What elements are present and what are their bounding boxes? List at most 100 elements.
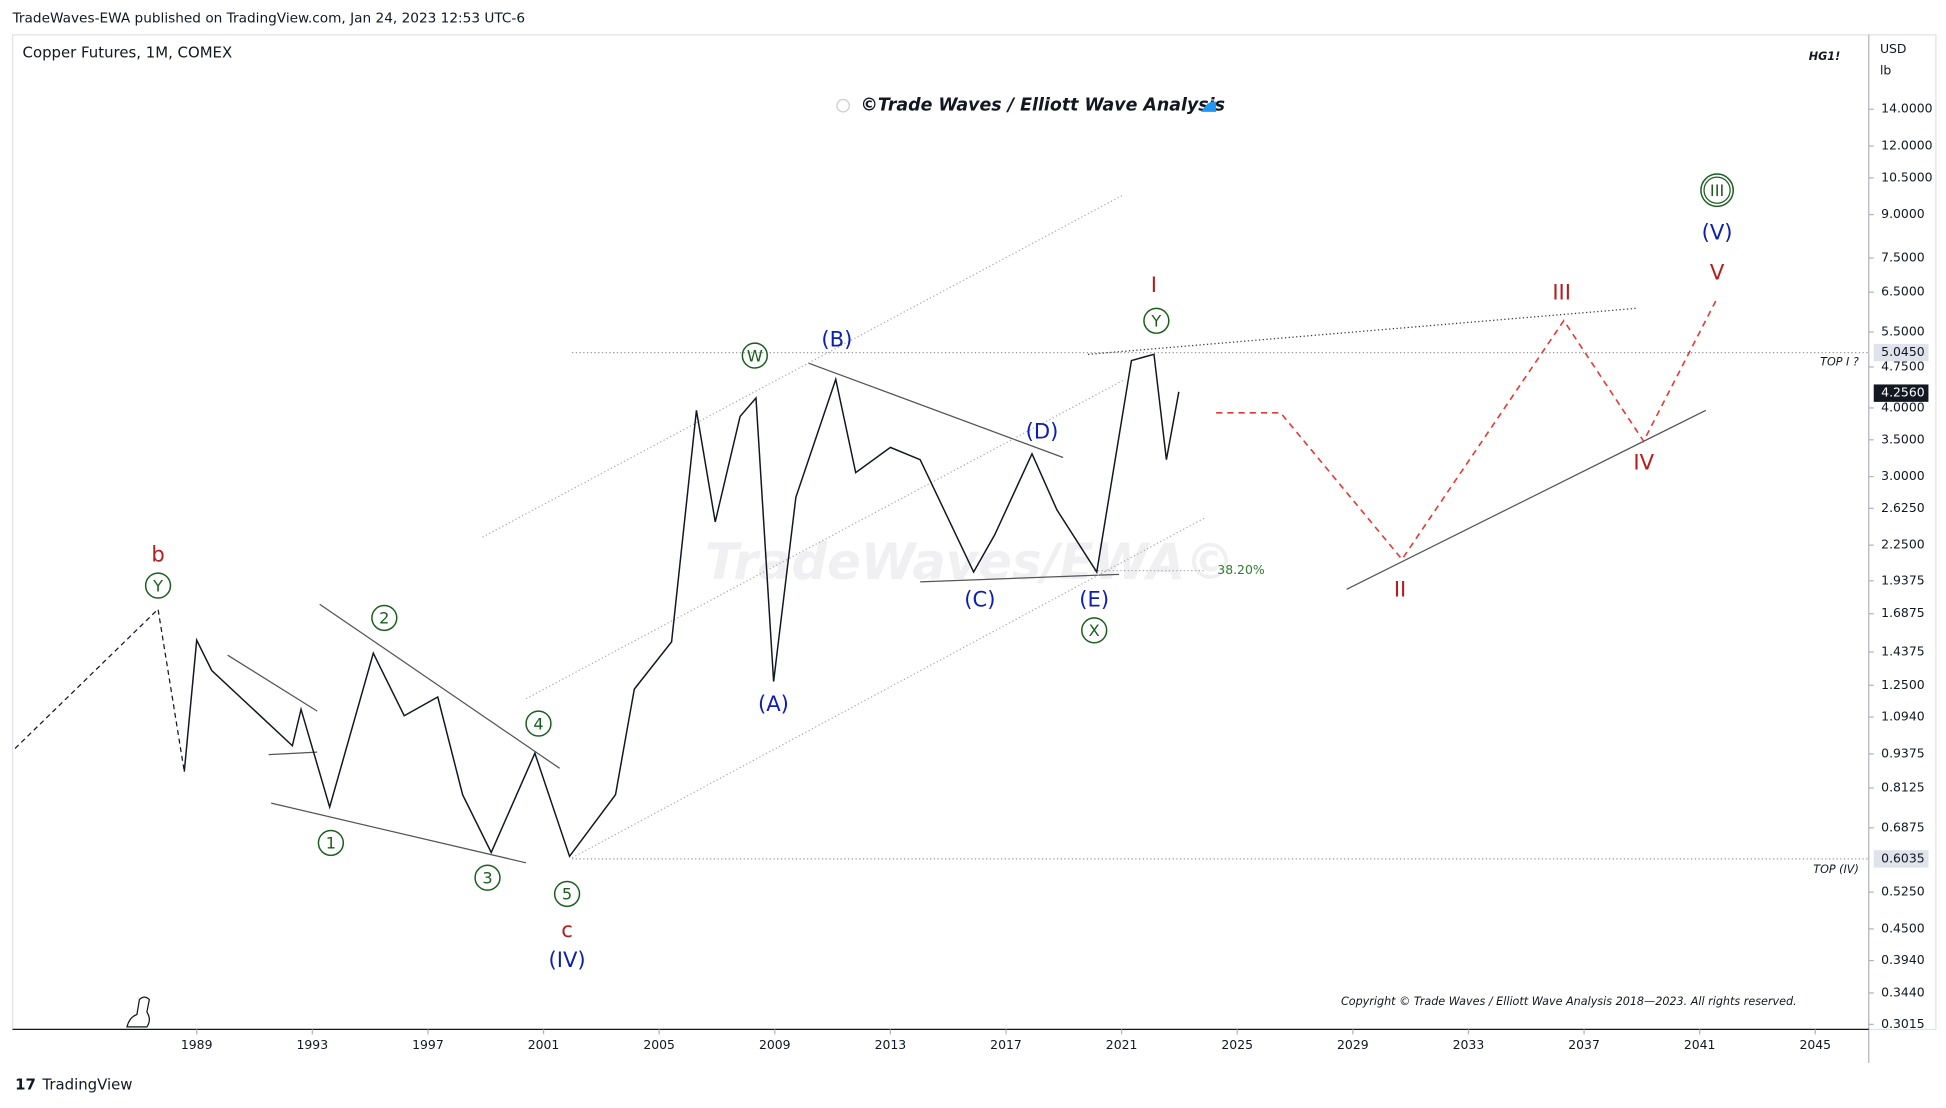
x-tick-label: 2029: [1337, 1037, 1369, 1052]
x-tick-label: 2013: [875, 1037, 907, 1052]
trendline: [271, 802, 527, 864]
price-marker-label: 4.2560: [1881, 385, 1925, 400]
wave-circle: [525, 710, 552, 737]
price-marker: [1873, 343, 1929, 362]
y-tick-label: 1.9375: [1881, 572, 1924, 587]
wave-label: c: [561, 917, 573, 942]
price-line: [183, 353, 1180, 858]
trendline: [920, 573, 1120, 583]
wave-label: 4: [533, 714, 543, 733]
x-tick-label: 2005: [643, 1037, 675, 1052]
y-tick-label: 1.6875: [1881, 605, 1924, 620]
wave-circle: [144, 572, 172, 599]
y-tick-label: 14.0000: [1881, 101, 1932, 116]
trendline: [1346, 409, 1707, 590]
y-tick-label: 7.5000: [1881, 250, 1925, 265]
price-marker-label: 0.6035: [1881, 850, 1924, 865]
x-tick-label: 2045: [1799, 1037, 1831, 1052]
wave-label: (A): [758, 691, 789, 716]
wave-label: (D): [1026, 419, 1059, 444]
y-tick-label: 0.5250: [1881, 884, 1925, 899]
wave-circle: [371, 604, 398, 632]
wave-label: II: [1394, 577, 1406, 602]
logo-icon: [836, 98, 850, 113]
wave-label: X: [1089, 621, 1100, 640]
footer-brand: TradingView: [41, 1075, 132, 1093]
y-tick-label: 9.0000: [1881, 206, 1925, 221]
b-projection: [14, 607, 185, 771]
price-marker: [1873, 850, 1929, 868]
wave-label: IV: [1633, 450, 1654, 475]
wave-label: Y: [152, 576, 163, 595]
y-tick-label: 12.0000: [1881, 138, 1932, 153]
wave-label: (C): [964, 586, 995, 611]
y-tick-label: 10.5000: [1881, 169, 1932, 184]
y-tick-label: 1.0940: [1881, 709, 1925, 724]
trendline: [319, 603, 560, 769]
wave-label: (V): [1702, 220, 1733, 245]
y-tick-label: 0.4500: [1881, 920, 1925, 935]
symbol: HG1!: [1809, 50, 1840, 63]
channel-line: [482, 194, 1124, 538]
y-tick-label: 3.5000: [1881, 431, 1925, 446]
y-tick-label: 3.0000: [1881, 468, 1925, 483]
wave-label: V: [1710, 260, 1725, 285]
x-tick-label: 2021: [1106, 1037, 1138, 1052]
price-level-label: TOP (IV): [1813, 863, 1859, 876]
y-tick-label: 0.8125: [1881, 779, 1924, 794]
y-tick-label: 1.2500: [1881, 677, 1925, 692]
y-tick-label: 6.5000: [1881, 284, 1925, 299]
trendline: [227, 654, 318, 712]
x-tick-label: 2041: [1684, 1037, 1716, 1052]
publisher: TradeWaves-EWA published on TradingView.…: [12, 11, 525, 27]
wave-label: 2: [379, 609, 389, 628]
channel-line: [571, 516, 1207, 859]
wave-circle: [1143, 307, 1170, 334]
wave-label: III: [1552, 279, 1571, 304]
price-marker: [1873, 384, 1929, 402]
wave-label: 5: [562, 885, 572, 904]
trendlines: [14, 194, 1707, 864]
x-tick-label: 2025: [1221, 1037, 1253, 1052]
wave-label: 3: [482, 868, 492, 887]
y-tick-label: 4.7500: [1881, 358, 1925, 373]
wave-label: Y: [1150, 312, 1161, 331]
y-tick-label: 1.4375: [1881, 643, 1924, 658]
wave-label: III: [1710, 181, 1724, 200]
y-tick-label: 5.5000: [1881, 324, 1925, 339]
wave-label: (IV): [548, 947, 585, 972]
subtitle: ©Trade Waves / Elliott Wave Analysis: [860, 96, 1224, 116]
unit: lb: [1880, 62, 1891, 77]
x-tick-label: 1997: [412, 1037, 444, 1052]
x-tick-label: 2017: [990, 1037, 1022, 1052]
y-tick-label: 0.6875: [1881, 819, 1924, 834]
price-level-label: TOP I ?: [1820, 356, 1859, 369]
trendline: [268, 751, 318, 756]
x-tick-label: 1993: [297, 1037, 329, 1052]
footer-logo: 17: [15, 1075, 36, 1093]
trendline: [808, 362, 1064, 459]
wave-circle: [474, 864, 501, 891]
wave-circle: [1703, 176, 1731, 204]
wave-circle: [1081, 617, 1108, 644]
x-tick-label: 2009: [759, 1037, 791, 1052]
x-tick-label: 1989: [181, 1037, 213, 1052]
wave-label: W: [747, 346, 763, 365]
wave-circle: [317, 829, 345, 857]
wave-label: (E): [1079, 586, 1109, 611]
y-tick-label: 0.3440: [1881, 984, 1925, 999]
y-tick-label: 2.6250: [1881, 500, 1925, 515]
y-tick-label: 0.9375: [1881, 745, 1924, 760]
x-tick-label: 2001: [528, 1037, 560, 1052]
dino-icon: [126, 996, 151, 1028]
wave-icon: [1201, 101, 1217, 112]
currency: USD: [1880, 41, 1907, 56]
wave-circle: [741, 342, 768, 369]
x-tick-label: 2037: [1568, 1037, 1600, 1052]
price-marker-label: 5.0450: [1881, 344, 1925, 359]
y-tick-label: 0.3940: [1881, 952, 1925, 967]
copyright: Copyright © Trade Waves / Elliott Wave A…: [1341, 995, 1797, 1008]
